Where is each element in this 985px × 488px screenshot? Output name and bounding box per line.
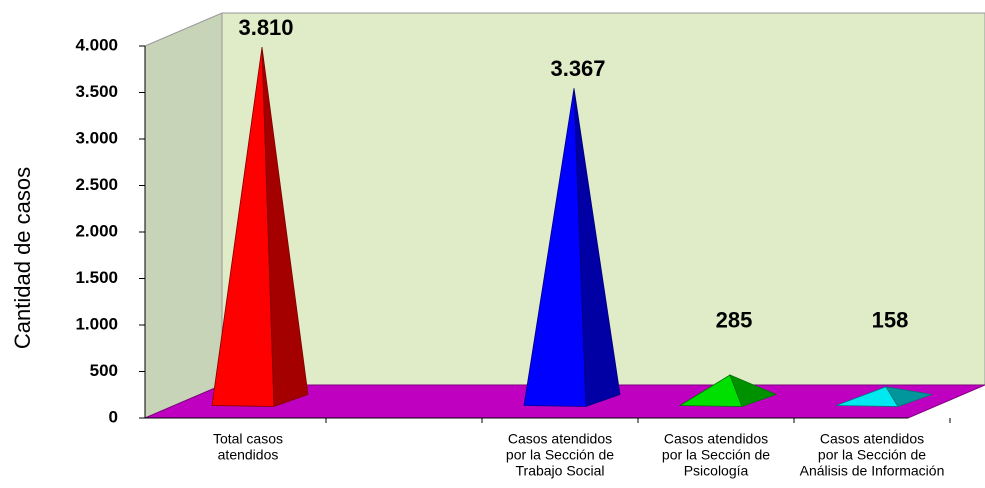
y-tick-label: 0 [109,407,118,426]
pyramid [211,47,309,408]
back-wall [221,12,985,386]
y-tick-label: 2.000 [75,221,118,240]
pyramid-right-face [885,386,933,407]
y-tick-label: 500 [90,361,118,380]
y-tick-label: 3.500 [75,82,118,101]
x-tick-label: Casos atendidos [820,431,924,447]
value-label: 285 [716,307,753,332]
value-label: 3.367 [550,56,605,81]
pyramid-right-face [729,374,778,408]
y-tick-label: 3.000 [75,128,118,147]
y-axis-title: Cantidad de casos [10,167,35,349]
x-tick-label: Psicología [684,463,749,479]
y-tick-label: 4.000 [75,35,118,54]
value-label: 3.810 [238,15,293,40]
x-tick-label: Análisis de Información [800,463,945,479]
x-tick-label: Trabajo Social [516,463,605,479]
x-tick-label: por la Sección de [662,447,770,463]
x-tick-label: atendidos [218,447,279,463]
pyramid-right-face [573,88,621,408]
x-tick-label: Casos atendidos [664,431,768,447]
side-wall [144,12,223,419]
y-tick-label: 1.500 [75,268,118,287]
x-tick-label: Total casos [213,431,283,447]
x-tick-label: Casos atendidos [508,431,612,447]
x-tick-label: por la Sección de [818,447,926,463]
pyramid [835,386,933,407]
pyramid-right-face [261,47,309,408]
pyramid [523,88,621,408]
y-tick-label: 1.000 [75,314,118,333]
y-tick-label: 2.500 [75,175,118,194]
value-label: 158 [872,307,909,332]
pyramid [678,374,778,408]
x-tick-label: por la Sección de [506,447,614,463]
